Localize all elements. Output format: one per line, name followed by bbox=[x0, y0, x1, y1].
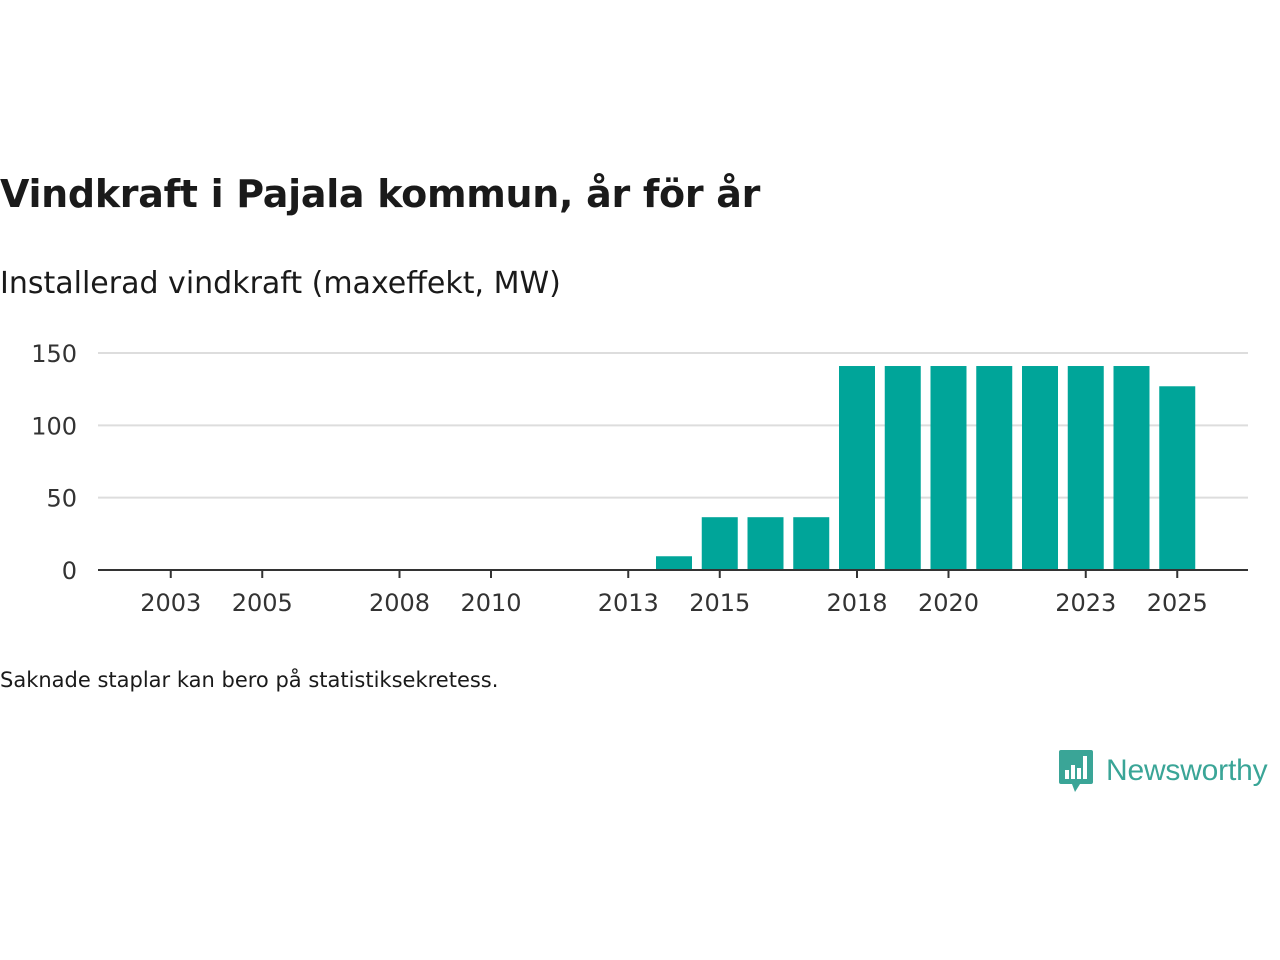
x-axis-labels: 2003 2005 2008 2010 2013 2015 2018 2020 2023 2025 bbox=[140, 589, 1208, 617]
brand-logo[interactable]: Newsworthy bbox=[1058, 748, 1268, 794]
footnote: Saknade staplar kan bero på statistiksek… bbox=[0, 668, 499, 692]
bar-2025 bbox=[1159, 386, 1196, 570]
x-tick-label-2005: 2005 bbox=[232, 589, 293, 617]
x-tick-label-2015: 2015 bbox=[689, 589, 750, 617]
bar-2019 bbox=[884, 366, 921, 570]
x-tick-label-2025: 2025 bbox=[1147, 589, 1208, 617]
x-tick-label-2023: 2023 bbox=[1055, 589, 1116, 617]
chart-subtitle: Installerad vindkraft (maxeffekt, MW) bbox=[0, 266, 561, 301]
brand-name: Newsworthy bbox=[1106, 754, 1268, 787]
bars bbox=[656, 366, 1196, 570]
x-tick-label-2003: 2003 bbox=[140, 589, 201, 617]
bar-2021 bbox=[976, 366, 1013, 570]
chart-title: Vindkraft i Pajala kommun, år för år bbox=[0, 172, 761, 216]
bar-2020 bbox=[930, 366, 967, 570]
bar-2017 bbox=[793, 517, 830, 570]
bar-2023 bbox=[1067, 366, 1104, 570]
y-tick-label-50: 50 bbox=[46, 485, 77, 513]
x-tick-label-2010: 2010 bbox=[460, 589, 521, 617]
bar-2024 bbox=[1113, 366, 1150, 570]
y-tick-label-150: 150 bbox=[31, 340, 77, 368]
x-tick-label-2008: 2008 bbox=[369, 589, 430, 617]
y-axis-labels: 0 50 100 150 bbox=[31, 340, 77, 585]
x-axis bbox=[98, 569, 1248, 578]
bar-2015 bbox=[701, 517, 738, 570]
x-tick-label-2020: 2020 bbox=[918, 589, 979, 617]
x-tick-label-2013: 2013 bbox=[598, 589, 659, 617]
y-tick-label-0: 0 bbox=[62, 557, 77, 585]
bar-2022 bbox=[1022, 366, 1058, 570]
bar-2014 bbox=[656, 556, 692, 570]
y-tick-label-100: 100 bbox=[31, 412, 77, 440]
bar-2016 bbox=[747, 517, 784, 570]
newsworthy-logo-icon bbox=[1059, 750, 1093, 792]
x-tick-label-2018: 2018 bbox=[826, 589, 887, 617]
bar-2018 bbox=[839, 366, 875, 570]
